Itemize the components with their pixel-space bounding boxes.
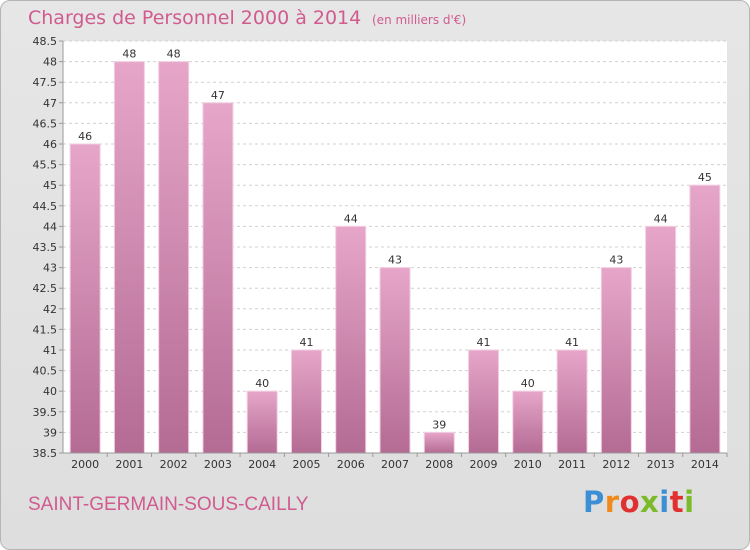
x-axis-labels: 2000 2001 2002 2003 2004 2005 2006 2007 2008 2009… — [71, 453, 728, 471]
bar-value-label: 45 — [698, 171, 712, 184]
bar-2009 — [468, 349, 500, 454]
y-tick-label: 48 — [43, 56, 57, 69]
x-tick-label: 2001 — [115, 458, 143, 471]
x-tick-label: 2008 — [425, 458, 453, 471]
bar-2012 — [600, 267, 632, 454]
x-tick-label: 2011 — [558, 458, 586, 471]
bar-2001 — [113, 61, 145, 454]
bar-value-label: 44 — [344, 212, 358, 225]
x-tick-label: 2012 — [602, 458, 630, 471]
bar-value-label: 46 — [78, 130, 92, 143]
bar-2000 — [69, 143, 101, 454]
bar-2006 — [335, 225, 367, 454]
y-tick-label: 48.5 — [33, 35, 58, 48]
y-tick-label: 38.5 — [33, 447, 58, 460]
x-tick-label: 2004 — [248, 458, 276, 471]
y-tick-label: 40 — [43, 385, 57, 398]
bar-2013 — [645, 225, 677, 454]
bar-value-label: 40 — [521, 377, 535, 390]
y-tick-label: 42.5 — [33, 282, 58, 295]
x-tick-label: 2002 — [160, 458, 188, 471]
bar-value-label: 43 — [388, 254, 402, 267]
y-axis-ticks: 38.5 39 39.5 40 40.5 41 41.5 42 42.5 43 43.5 44 44.5… — [33, 35, 63, 460]
y-tick-label: 44.5 — [33, 200, 58, 213]
y-tick-label: 41 — [43, 344, 57, 357]
logo-letter: r — [604, 485, 620, 519]
bar-value-label: 41 — [477, 336, 491, 349]
y-tick-label: 45 — [43, 179, 57, 192]
logo-letter: o — [619, 485, 641, 519]
bar-2007 — [379, 267, 411, 454]
x-tick-label: 2010 — [514, 458, 542, 471]
y-tick-label: 43.5 — [33, 241, 58, 254]
chart-subtitle: (en milliers d'€) — [372, 13, 467, 27]
bar-2011 — [556, 349, 588, 454]
y-tick-label: 39.5 — [33, 406, 58, 419]
logo-letter: i — [684, 485, 695, 519]
bar-2005 — [290, 349, 322, 454]
bar-value-label: 40 — [255, 377, 269, 390]
chart-title: Charges de Personnel 2000 à 2014 — [28, 7, 362, 29]
bar-2002 — [158, 61, 190, 454]
logo-letter: P — [583, 485, 605, 519]
bar-2014 — [689, 184, 721, 454]
y-tick-label: 46 — [43, 138, 57, 151]
commune-name: SAINT-GERMAIN-SOUS-CAILLY — [28, 494, 309, 515]
logo-letter: x — [640, 485, 660, 519]
y-tick-label: 42 — [43, 303, 57, 316]
bar-value-label: 44 — [654, 212, 668, 225]
y-tick-label: 41.5 — [33, 323, 58, 336]
logo-letter: t — [669, 485, 685, 519]
bar-value-label: 48 — [167, 48, 181, 61]
y-tick-label: 44 — [43, 220, 57, 233]
x-tick-label: 2013 — [647, 458, 675, 471]
x-tick-label: 2005 — [292, 458, 320, 471]
bar-value-label: 41 — [565, 336, 579, 349]
y-tick-label: 45.5 — [33, 159, 58, 172]
bar-value-label: 39 — [432, 418, 446, 431]
y-tick-label: 46.5 — [33, 117, 58, 130]
x-tick-label: 2007 — [381, 458, 409, 471]
logo-letter: i — [659, 485, 670, 519]
y-tick-label: 47 — [43, 97, 57, 110]
bar-value-label: 48 — [122, 48, 136, 61]
y-tick-label: 39 — [43, 426, 57, 439]
x-tick-label: 2000 — [71, 458, 99, 471]
x-tick-label: 2009 — [470, 458, 498, 471]
bar-value-label: 47 — [211, 89, 225, 102]
proxiti-logo[interactable]: Proxiti — [583, 485, 695, 519]
bar-value-label: 41 — [299, 336, 313, 349]
bar-2008 — [423, 431, 455, 454]
bar-2010 — [512, 390, 544, 454]
x-tick-label: 2014 — [691, 458, 719, 471]
x-tick-label: 2003 — [204, 458, 232, 471]
y-tick-label: 40.5 — [33, 365, 58, 378]
bar-value-label: 43 — [609, 254, 623, 267]
x-tick-label: 2006 — [337, 458, 365, 471]
bar-2003 — [202, 102, 234, 454]
y-tick-label: 43 — [43, 262, 57, 275]
bar-2004 — [246, 390, 278, 454]
y-tick-label: 47.5 — [33, 76, 58, 89]
